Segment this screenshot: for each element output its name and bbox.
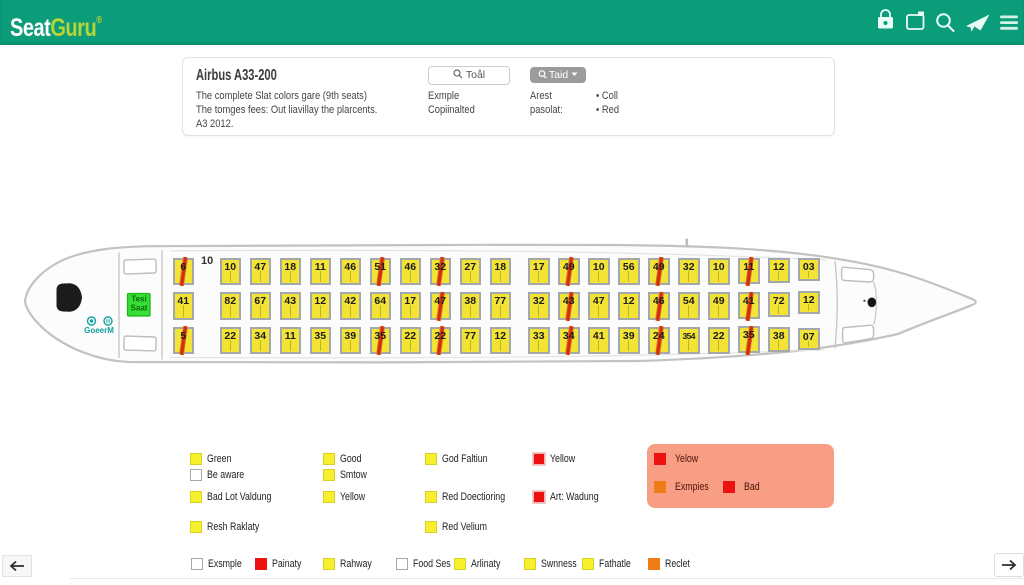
svg-text:Tesi: Tesi <box>131 295 146 304</box>
svg-text:Saat: Saat <box>131 304 148 313</box>
svg-text:GoeerM: GoeerM <box>84 326 114 335</box>
